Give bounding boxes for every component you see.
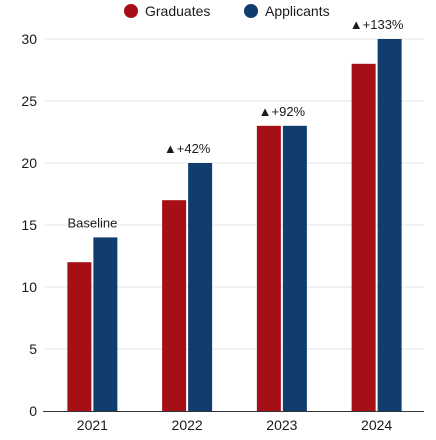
annotation-text: Baseline xyxy=(67,215,117,230)
annotation-label: ▲+42% xyxy=(164,141,211,156)
x-tick-label: 2022 xyxy=(172,417,203,433)
x-axis: 2021 2022 2023 2024 xyxy=(43,411,424,433)
y-tick-label: 15 xyxy=(21,217,37,233)
bar-applicants-2023 xyxy=(282,125,307,412)
annotation-text: +42% xyxy=(177,141,211,156)
y-tick-label: 0 xyxy=(29,403,37,419)
y-axis: 0 5 10 15 20 25 30 xyxy=(21,31,37,419)
annotation-label: ▲+133% xyxy=(350,17,404,32)
x-tick-label: 2023 xyxy=(266,417,297,433)
annotation-label: ▲+92% xyxy=(259,104,306,119)
bars xyxy=(67,39,402,412)
legend-marker-graduates xyxy=(124,4,138,18)
legend-label-applicants: Applicants xyxy=(265,3,330,19)
bar-graduates-2024 xyxy=(351,63,376,412)
triangle-up-icon: ▲ xyxy=(350,17,363,32)
y-tick-label: 25 xyxy=(21,93,37,109)
y-tick-label: 10 xyxy=(21,279,37,295)
legend-label-graduates: Graduates xyxy=(145,3,210,19)
annotation-label: Baseline xyxy=(67,215,117,230)
bar-applicants-2024 xyxy=(377,39,402,411)
annotations: Baseline▲+42%▲+92%▲+133% xyxy=(67,17,403,230)
triangle-up-icon: ▲ xyxy=(259,104,272,119)
bar-graduates-2023 xyxy=(256,125,281,412)
x-tick-label: 2024 xyxy=(361,417,392,433)
y-tick-label: 20 xyxy=(21,155,37,171)
legend: Graduates Applicants xyxy=(124,3,330,19)
annotation-text: +133% xyxy=(363,17,404,32)
bar-applicants-2021 xyxy=(93,237,118,411)
bar-graduates-2022 xyxy=(162,200,187,411)
x-tick-label: 2021 xyxy=(77,417,108,433)
y-tick-label: 5 xyxy=(29,341,37,357)
y-tick-label: 30 xyxy=(21,31,37,47)
bar-applicants-2022 xyxy=(188,163,213,411)
legend-marker-applicants xyxy=(244,4,258,18)
annotation-text: +92% xyxy=(272,104,306,119)
bar-graduates-2021 xyxy=(67,262,92,411)
triangle-up-icon: ▲ xyxy=(164,141,177,156)
